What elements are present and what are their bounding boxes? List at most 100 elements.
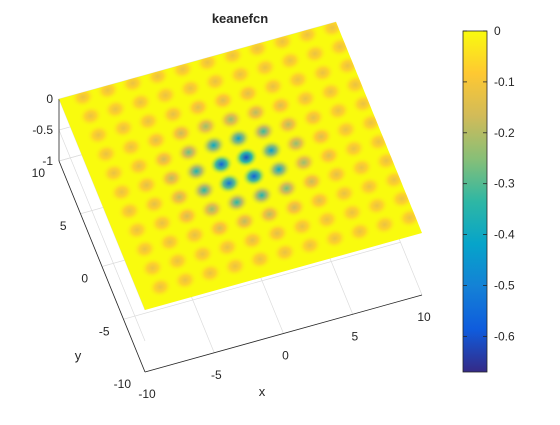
- surface-dimple: [239, 229, 265, 251]
- surface-dimple: [226, 127, 251, 150]
- surface-dimple: [266, 158, 292, 181]
- surface-dimple: [289, 215, 315, 238]
- surface-dimple: [222, 255, 248, 277]
- surface-dimple: [174, 205, 200, 227]
- z-tick-label: -0.5: [32, 123, 53, 137]
- colorbar: 0 -0.1 -0.2 -0.3 -0.4 -0.5 -0.6: [462, 24, 515, 373]
- surface-dimple: [202, 70, 228, 93]
- surface-dimple: [372, 213, 397, 236]
- surface-dimple: [308, 125, 334, 148]
- surface-dimple: [126, 155, 152, 177]
- surface: [59, 22, 422, 310]
- surface-dimple: [324, 163, 349, 186]
- y-axis-label: y: [75, 348, 82, 363]
- surface-dimple: [285, 68, 311, 91]
- surface-dimple: [260, 75, 286, 98]
- surface-dimple: [135, 110, 161, 132]
- surface-dimple: [300, 106, 326, 129]
- surface-dimple: [258, 139, 284, 162]
- surface-dimple: [168, 122, 194, 144]
- colorbar-tick-label: 0: [494, 24, 501, 38]
- surface-dimple: [241, 165, 267, 187]
- surface-dimple: [339, 201, 365, 224]
- surface-dimple: [116, 200, 142, 222]
- x-tick-label: 5: [351, 329, 358, 343]
- surface-dimple: [341, 137, 367, 160]
- x-axis-label: x: [259, 384, 266, 399]
- y-tick-label: -10: [114, 377, 132, 391]
- surface-dimple: [257, 203, 282, 225]
- surface-dimple: [347, 220, 373, 243]
- surface-dimple: [191, 179, 217, 201]
- surface-dimple: [134, 174, 159, 196]
- x-tick-label: -10: [138, 387, 156, 401]
- colorbar-tick-label: -0.3: [494, 177, 515, 191]
- z-tick-label: 0: [46, 92, 53, 106]
- surface-dimple: [185, 96, 211, 118]
- surface-dimple: [233, 146, 259, 169]
- surface-dimple: [216, 172, 242, 194]
- surface-dimple: [322, 227, 348, 250]
- surface-dimple: [249, 184, 275, 206]
- surface-dimple: [166, 186, 192, 208]
- surface-dimple: [247, 248, 273, 270]
- x-tick-label: 0: [282, 349, 289, 363]
- surface-dimple: [157, 231, 183, 253]
- surface-dimple: [149, 212, 175, 234]
- surface-dimple: [207, 217, 232, 239]
- colorbar-tick-label: -0.5: [494, 279, 515, 293]
- y-tick-label: -5: [99, 324, 110, 338]
- surface-dimple: [165, 250, 190, 272]
- surface-dimple: [283, 132, 309, 155]
- surface-dimple: [143, 129, 169, 151]
- surface-dimple: [232, 210, 257, 232]
- surface-dimple: [109, 181, 134, 203]
- surface-dimple: [282, 196, 307, 219]
- axis-tick-labels: -10 -5 0 5 10 -10 -5 0 5 10 0 -0.5 -1: [32, 92, 431, 401]
- axis-line: [58, 160, 146, 373]
- surface-dimple: [316, 144, 342, 167]
- surface-dimple: [147, 276, 173, 298]
- surface-dimple: [227, 63, 253, 86]
- surface-dimple: [128, 91, 153, 113]
- surface-dimple: [293, 87, 318, 110]
- surface-dimple: [184, 160, 209, 182]
- y-tick-label: 10: [32, 166, 46, 180]
- surface-dimple: [159, 167, 184, 189]
- surface-dimple: [103, 98, 128, 120]
- surface-dimple: [264, 222, 290, 244]
- surface-dimple: [177, 77, 203, 99]
- surface-dimple: [199, 198, 225, 220]
- surface-dimple: [124, 219, 150, 241]
- surface-dimple: [349, 156, 374, 179]
- colorbar-gradient: [462, 30, 488, 373]
- surface-dimple: [118, 136, 144, 158]
- surface-dimple: [275, 113, 301, 136]
- surface-dimple: [243, 101, 269, 124]
- chart-title: keanefcn: [212, 11, 268, 26]
- surface-dimple: [93, 143, 119, 165]
- surface-dimple: [78, 105, 103, 127]
- axis-line: [144, 294, 423, 373]
- surface-dimple: [310, 62, 336, 84]
- surface-dimple: [193, 115, 219, 137]
- surface-dimple: [302, 43, 328, 65]
- y-tick-label: 0: [81, 272, 88, 286]
- surface-dimple: [201, 134, 226, 156]
- surface-dimple: [208, 153, 234, 175]
- surface-dimple: [299, 170, 324, 193]
- surface-dimple: [325, 100, 351, 122]
- surface-dimple: [214, 236, 240, 258]
- surface-dimple: [277, 49, 303, 72]
- colorbar-ticks: 0 -0.1 -0.2 -0.3 -0.4 -0.5 -0.6: [463, 24, 515, 343]
- surface-dimple: [86, 124, 111, 146]
- surface-dimple: [272, 241, 298, 263]
- surface-dimple: [151, 148, 177, 170]
- surface-dimple: [251, 120, 276, 143]
- colorbar-tick-label: -0.2: [494, 126, 515, 140]
- surface-dimple: [224, 191, 250, 213]
- surface-dimple: [274, 177, 299, 200]
- surface-dimple: [297, 234, 323, 257]
- surface-dimple: [331, 182, 357, 205]
- surface-dimple: [197, 262, 223, 284]
